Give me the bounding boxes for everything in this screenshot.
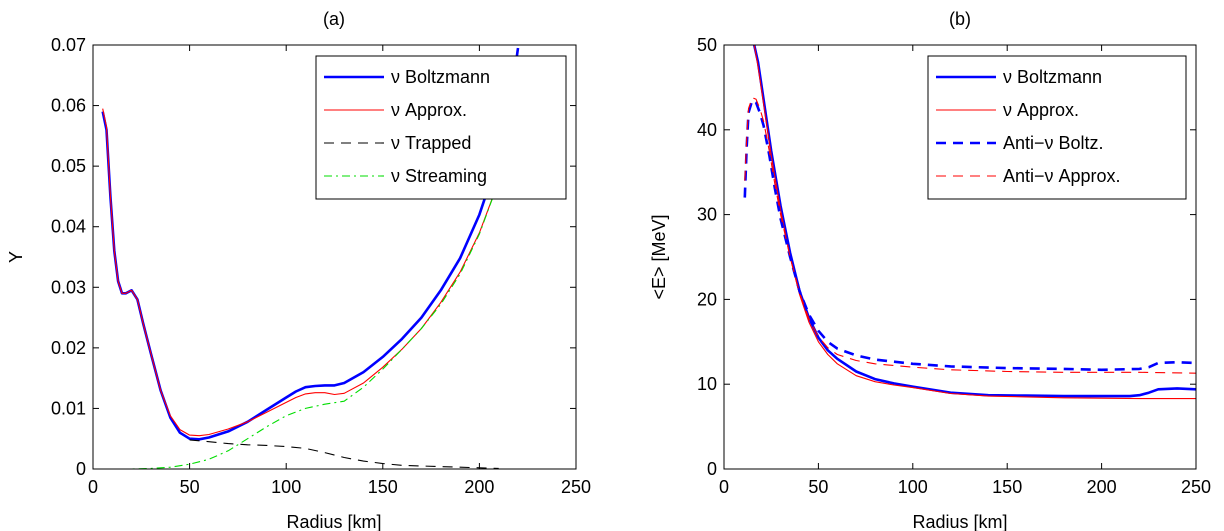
x-tick-label-a: 250 [561,477,591,497]
x-tick-label-a: 50 [180,477,200,497]
y-tick-label-a: 0.05 [51,156,86,176]
series-group-a [101,47,520,469]
y-tick-label-b: 40 [697,120,717,140]
series-line-b-3 [743,98,1196,372]
legend-box-b [927,55,1187,200]
x-tick-label-b: 0 [719,477,729,497]
panel-b: (b) Radius [km] <E> [MeV] 0 50 100 150 200 25… [649,9,1211,531]
legend-label-b-2: ν Approx. [1003,100,1079,120]
series-line-b-2 [753,45,1196,400]
axes-box-a [92,44,577,470]
y-tick-label-b: 50 [697,35,717,55]
x-tick-label-a: 100 [271,477,301,497]
series-line-a-3 [189,439,499,469]
x-tick-label-b: 150 [992,477,1022,497]
series-group-b [743,45,1196,400]
chart-title-b: (b) [949,9,971,29]
y-tick-label-a: 0.03 [51,277,86,297]
axes-box-b [723,44,1197,470]
x-tick-label-a: 150 [368,477,398,497]
x-tick-label-a: 0 [88,477,98,497]
y-tick-label-b: 30 [697,205,717,225]
legend-label-b-4: Anti−ν Approx. [1003,166,1121,186]
legend-label-a-4: ν Streaming [391,166,487,186]
y-tick-label-b: 0 [707,459,717,479]
y-tick-label-a: 0.07 [51,35,86,55]
series-line-a-4 [102,165,506,469]
y-tick-label-a: 0.01 [51,398,86,418]
x-axis-label-a: Radius [km] [286,512,381,531]
y-tick-label-a: 0.02 [51,338,86,358]
ticks-b: 0 50 100 150 200 250 0 10 20 30 40 50 [697,35,1211,497]
legend-label-a-2: ν Approx. [391,100,467,120]
y-tick-label-b: 20 [697,289,717,309]
y-tick-label-a: 0.06 [51,96,86,116]
x-axis-label-b: Radius [km] [912,512,1007,531]
series-line-a-2 [102,108,506,437]
series-line-b-4 [744,97,1196,374]
legend-label-b-3: Anti−ν Boltz. [1003,133,1104,153]
legend-a: ν Boltzmann ν Approx. ν Trapped ν Streaming [315,55,567,200]
y-axis-label-a: Y [6,251,26,263]
series-line-b-1 [752,45,1196,398]
x-tick-label-b: 100 [898,477,928,497]
x-tick-label-b: 50 [808,477,828,497]
legend-box-a [315,55,567,200]
chart-title-a: (a) [323,9,345,29]
x-tick-label-b: 200 [1087,477,1117,497]
x-tick-label-b: 250 [1181,477,1211,497]
legend-label-a-1: ν Boltzmann [391,67,490,87]
legend-label-b-1: ν Boltzmann [1003,67,1102,87]
x-tick-label-a: 200 [464,477,494,497]
legend-b: ν Boltzmann ν Approx. Anti−ν Boltz. Anti−ν … [927,55,1187,200]
y-tick-label-b: 10 [697,374,717,394]
y-tick-label-a: 0 [76,459,86,479]
y-axis-label-b: <E> [MeV] [649,214,669,299]
ticks-a: 0 50 100 150 200 250 0 0.01 0.02 0.03 0.04 0.05 0.06… [51,35,591,497]
legend-label-a-3: ν Trapped [391,133,471,153]
y-tick-label-a: 0.04 [51,217,86,237]
panel-a: (a) Radius [km] Y 0 50 100 150 200 250 0 0.01 0.… [6,9,591,531]
